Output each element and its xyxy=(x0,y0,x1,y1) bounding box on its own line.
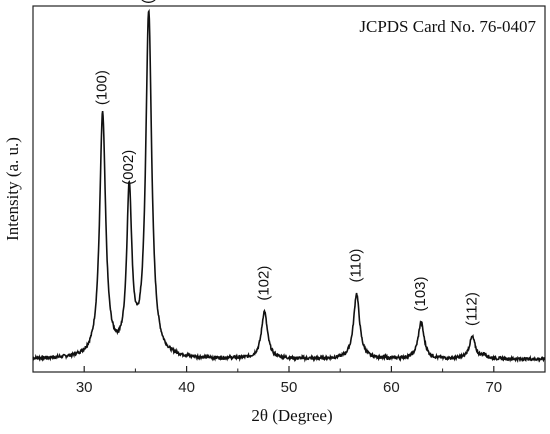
x-tick-label: 60 xyxy=(383,379,400,396)
x-axis-tick-labels: 30 40 50 60 70 xyxy=(76,379,502,396)
y-axis-title: Intensity (a. u.) xyxy=(3,137,22,241)
jcpds-annotation: JCPDS Card No. 76-0407 xyxy=(359,17,536,36)
xrd-pattern-line xyxy=(32,8,546,363)
peak-label: (112) xyxy=(463,292,480,326)
x-tick-label: 50 xyxy=(281,379,298,396)
x-axis-title: 2θ (Degree) xyxy=(251,406,332,425)
x-axis-ticks xyxy=(32,366,546,372)
peak-label: (110) xyxy=(348,249,365,283)
x-tick-label: 70 xyxy=(485,379,502,396)
peak-label: (101) xyxy=(140,0,157,4)
x-tick-label: 40 xyxy=(178,379,195,396)
x-tick-label: 30 xyxy=(76,379,93,396)
peak-labels: (100) (002) (101) (102) (110) (103) (112) xyxy=(94,0,481,326)
peak-label: (102) xyxy=(255,266,272,301)
peak-label: (100) xyxy=(94,70,111,105)
peak-label: (002) xyxy=(120,150,137,185)
peak-label: (103) xyxy=(412,276,429,311)
